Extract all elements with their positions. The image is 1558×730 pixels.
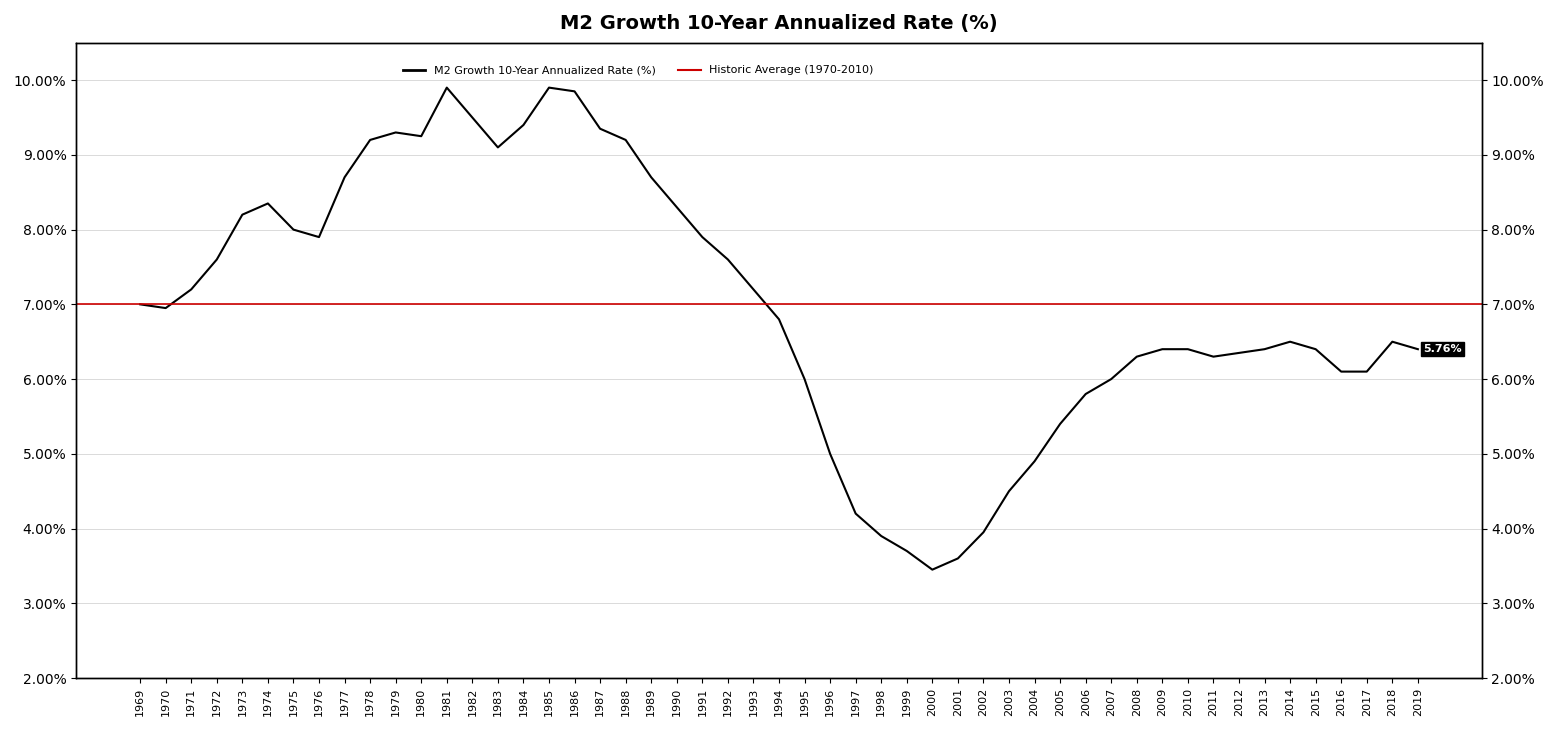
Title: M2 Growth 10-Year Annualized Rate (%): M2 Growth 10-Year Annualized Rate (%) bbox=[561, 14, 997, 33]
M2 Growth 10-Year Annualized Rate (%) bbox=[1408, 345, 1427, 353]
Line: M2 Growth 10-Year Annualized Rate (%): M2 Growth 10-Year Annualized Rate (%) bbox=[140, 88, 1418, 569]
Legend: M2 Growth 10-Year Annualized Rate (%), Historic Average (1970-2010): M2 Growth 10-Year Annualized Rate (%), H… bbox=[399, 61, 879, 80]
M2 Growth 10-Year Annualized Rate (%) bbox=[411, 132, 430, 141]
M2 Growth 10-Year Annualized Rate (%) bbox=[1025, 457, 1044, 466]
Text: 5.76%: 5.76% bbox=[1422, 344, 1461, 354]
M2 Growth 10-Year Annualized Rate (%) bbox=[922, 565, 941, 574]
M2 Growth 10-Year Annualized Rate (%) bbox=[1102, 374, 1120, 383]
M2 Growth 10-Year Annualized Rate (%) bbox=[438, 83, 456, 92]
M2 Growth 10-Year Annualized Rate (%) bbox=[1384, 337, 1402, 346]
M2 Growth 10-Year Annualized Rate (%) bbox=[131, 300, 150, 309]
M2 Growth 10-Year Annualized Rate (%) bbox=[566, 87, 584, 96]
M2 Growth 10-Year Annualized Rate (%) bbox=[539, 83, 558, 92]
